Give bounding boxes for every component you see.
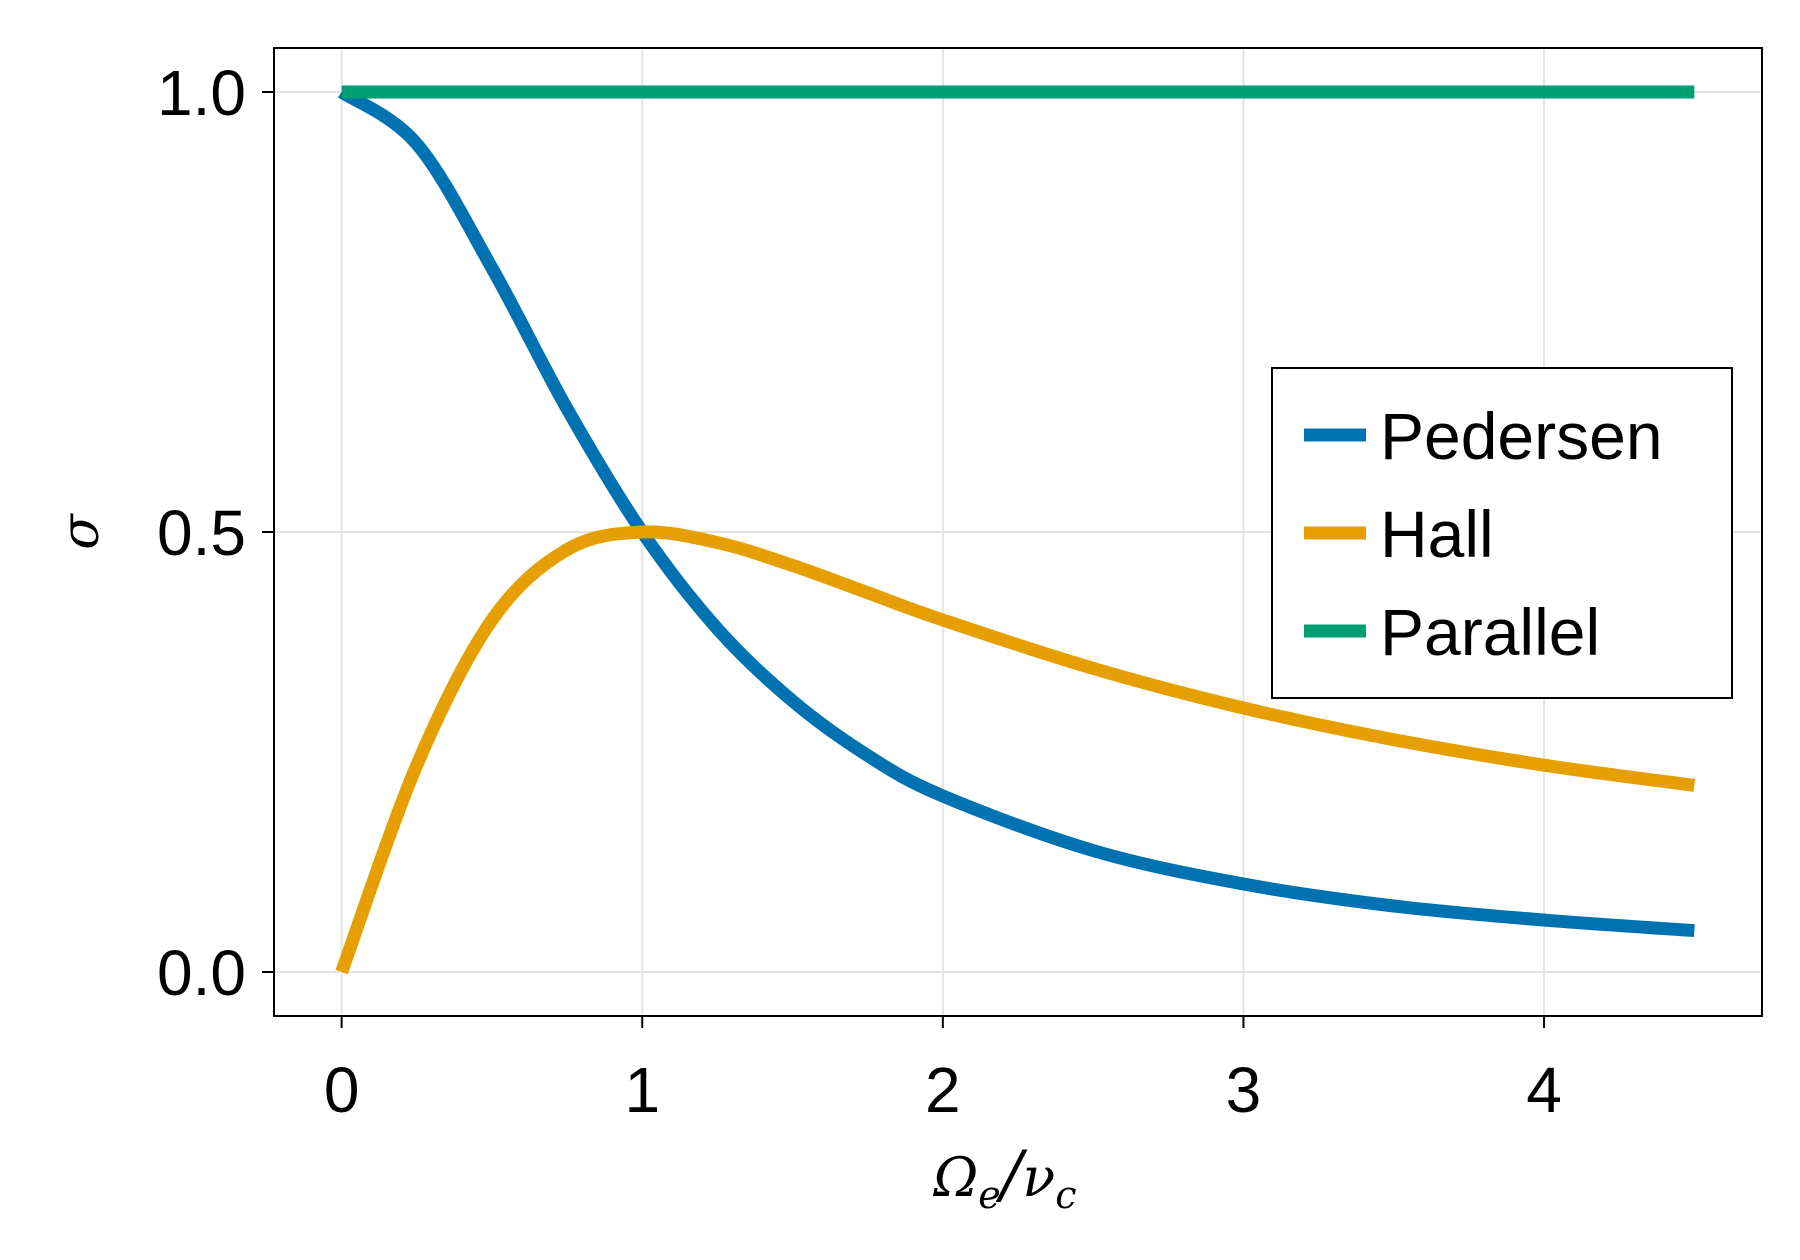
x-axis-label: Ωe/νc [933, 1138, 1077, 1217]
x-axis-label-omega: Ω [933, 1146, 979, 1209]
legend: Pedersen Hall Parallel [1271, 367, 1733, 699]
series-line-pedersen [337, 86, 1695, 938]
legend-label-hall: Hall [1380, 497, 1494, 571]
x-tick-label: 1 [624, 1054, 660, 1126]
y-tick-label: 1.0 [157, 57, 246, 129]
x-axis-label-nu-subscript: c [1055, 1173, 1076, 1217]
x-tick-label: 2 [925, 1054, 961, 1126]
x-axis-label-nu: ν [1022, 1146, 1055, 1209]
y-tick-label: 0.5 [157, 497, 246, 569]
y-tick-label: 0.0 [157, 937, 246, 1009]
x-tick-label: 0 [324, 1054, 360, 1126]
x-tick-label: 3 [1226, 1054, 1262, 1126]
legend-label-parallel: Parallel [1380, 595, 1600, 669]
x-axis-label-omega-subscript: e [978, 1173, 1001, 1217]
x-tick-label: 4 [1526, 1054, 1562, 1126]
series-line-hall [335, 525, 1696, 975]
legend-label-pedersen: Pedersen [1380, 399, 1663, 473]
series-lines [335, 85, 1696, 975]
y-axis-label: σ [51, 513, 111, 550]
x-axis-label-slash: / [995, 1138, 1028, 1212]
axis-ticks: 0 1 2 3 4 0.0 0.5 1.0 [157, 57, 1562, 1126]
